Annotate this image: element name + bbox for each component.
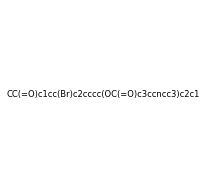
Text: CC(=O)c1cc(Br)c2cccc(OC(=O)c3ccncc3)c2c1: CC(=O)c1cc(Br)c2cccc(OC(=O)c3ccncc3)c2c1 <box>7 90 199 100</box>
